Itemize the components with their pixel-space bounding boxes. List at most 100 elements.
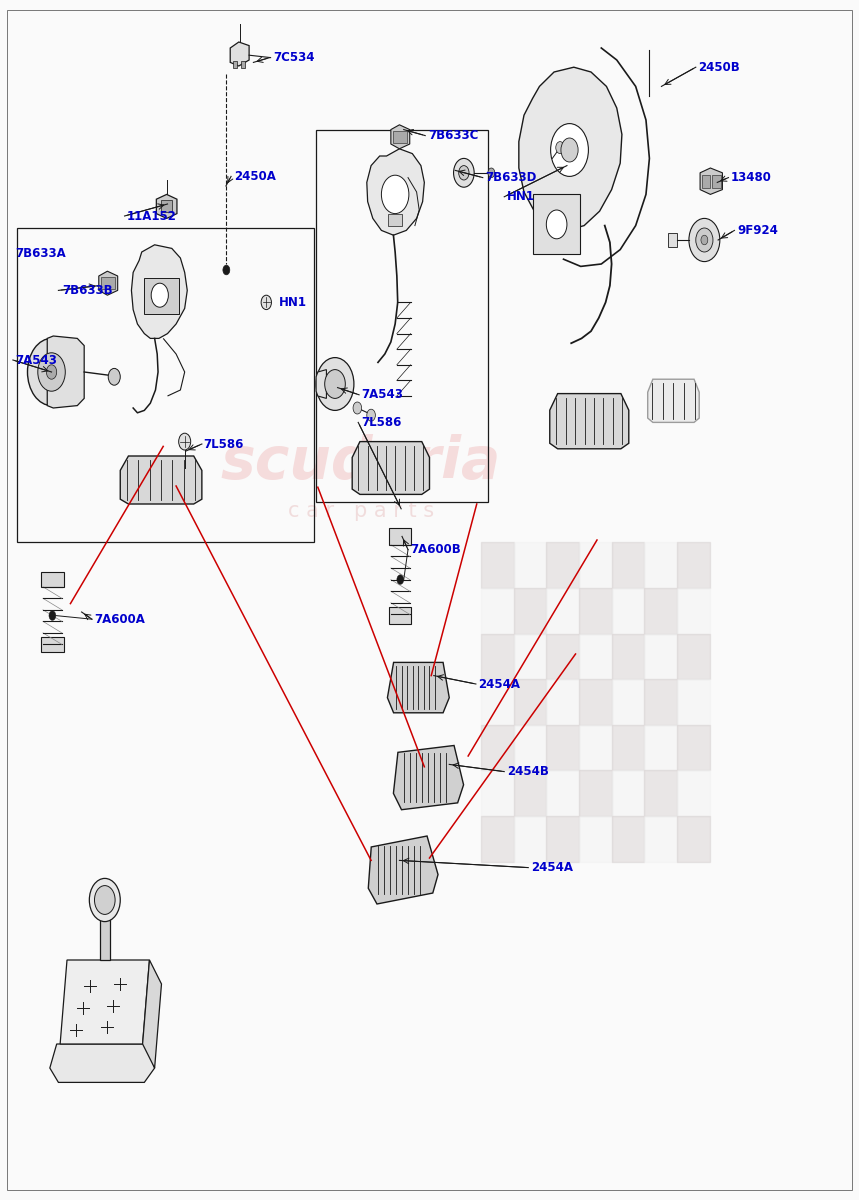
Bar xyxy=(677,679,710,725)
Circle shape xyxy=(316,358,354,410)
Text: 13480: 13480 xyxy=(731,172,772,184)
Circle shape xyxy=(179,433,191,450)
Polygon shape xyxy=(156,194,177,218)
Circle shape xyxy=(381,175,409,214)
Bar xyxy=(233,61,237,68)
Circle shape xyxy=(397,575,404,584)
Polygon shape xyxy=(550,394,629,449)
Bar xyxy=(514,588,546,634)
Bar xyxy=(161,200,172,212)
Circle shape xyxy=(151,283,168,307)
Circle shape xyxy=(89,878,120,922)
Text: 7A543: 7A543 xyxy=(15,354,58,366)
Circle shape xyxy=(546,210,567,239)
Text: 7B633D: 7B633D xyxy=(485,172,537,184)
Bar xyxy=(677,634,710,679)
Bar xyxy=(393,131,407,143)
Polygon shape xyxy=(367,149,424,235)
Circle shape xyxy=(367,409,375,421)
Bar xyxy=(514,770,546,816)
Polygon shape xyxy=(316,370,326,398)
Text: 7A600B: 7A600B xyxy=(411,544,461,556)
Bar xyxy=(579,816,612,862)
Circle shape xyxy=(46,365,57,379)
Text: 2450A: 2450A xyxy=(234,170,276,182)
Polygon shape xyxy=(648,379,699,422)
Text: 2454A: 2454A xyxy=(531,862,573,874)
Circle shape xyxy=(353,402,362,414)
Circle shape xyxy=(27,338,76,406)
Circle shape xyxy=(108,368,120,385)
Text: 7B633B: 7B633B xyxy=(62,284,113,296)
Bar xyxy=(644,542,677,588)
Bar xyxy=(546,634,579,679)
Bar xyxy=(389,528,411,545)
Bar xyxy=(546,542,579,588)
Bar xyxy=(316,130,488,502)
Bar xyxy=(388,214,402,226)
Text: 7L586: 7L586 xyxy=(204,438,244,450)
Text: 2450B: 2450B xyxy=(698,61,740,73)
Text: 2454B: 2454B xyxy=(507,766,549,778)
Text: 7B633A: 7B633A xyxy=(15,247,66,259)
Bar xyxy=(481,588,514,634)
Text: 2454A: 2454A xyxy=(478,678,521,690)
Circle shape xyxy=(561,138,578,162)
Polygon shape xyxy=(60,960,149,1044)
Bar xyxy=(514,634,546,679)
Polygon shape xyxy=(519,67,622,230)
Bar xyxy=(677,588,710,634)
Circle shape xyxy=(689,218,720,262)
Bar xyxy=(481,542,514,588)
Circle shape xyxy=(459,166,469,180)
Text: 7A543: 7A543 xyxy=(362,389,404,401)
Polygon shape xyxy=(120,456,202,504)
Bar xyxy=(668,233,677,247)
Bar xyxy=(612,816,644,862)
Polygon shape xyxy=(393,745,464,810)
Bar xyxy=(644,770,677,816)
Circle shape xyxy=(454,158,474,187)
Circle shape xyxy=(701,235,708,245)
Bar xyxy=(546,770,579,816)
Circle shape xyxy=(696,228,713,252)
Circle shape xyxy=(551,124,588,176)
Bar xyxy=(41,637,64,652)
Polygon shape xyxy=(387,662,449,713)
Circle shape xyxy=(38,353,65,391)
Polygon shape xyxy=(99,271,118,295)
Circle shape xyxy=(325,370,345,398)
Bar xyxy=(644,816,677,862)
Bar xyxy=(612,542,644,588)
Polygon shape xyxy=(230,42,249,66)
Bar xyxy=(702,175,710,188)
Bar xyxy=(612,588,644,634)
Bar xyxy=(579,588,612,634)
Text: 7A600A: 7A600A xyxy=(94,613,145,625)
Bar xyxy=(644,588,677,634)
Polygon shape xyxy=(369,836,438,904)
Bar xyxy=(481,634,514,679)
Bar xyxy=(546,588,579,634)
Bar xyxy=(612,634,644,679)
Polygon shape xyxy=(143,960,161,1068)
Circle shape xyxy=(261,295,271,310)
Text: scuderia: scuderia xyxy=(221,433,501,491)
Bar xyxy=(677,770,710,816)
Bar xyxy=(514,816,546,862)
Bar xyxy=(712,175,721,188)
Polygon shape xyxy=(47,336,84,408)
Bar xyxy=(579,542,612,588)
Bar xyxy=(677,725,710,770)
Bar xyxy=(677,816,710,862)
Polygon shape xyxy=(131,245,187,338)
Text: c a r   p a r t s: c a r p a r t s xyxy=(288,502,434,521)
Bar xyxy=(241,61,245,68)
Bar xyxy=(481,770,514,816)
Text: HN1: HN1 xyxy=(279,296,308,308)
Bar xyxy=(546,679,579,725)
Text: 11A152: 11A152 xyxy=(127,210,177,222)
Bar xyxy=(481,816,514,862)
Bar xyxy=(144,278,179,314)
Bar xyxy=(101,277,115,289)
